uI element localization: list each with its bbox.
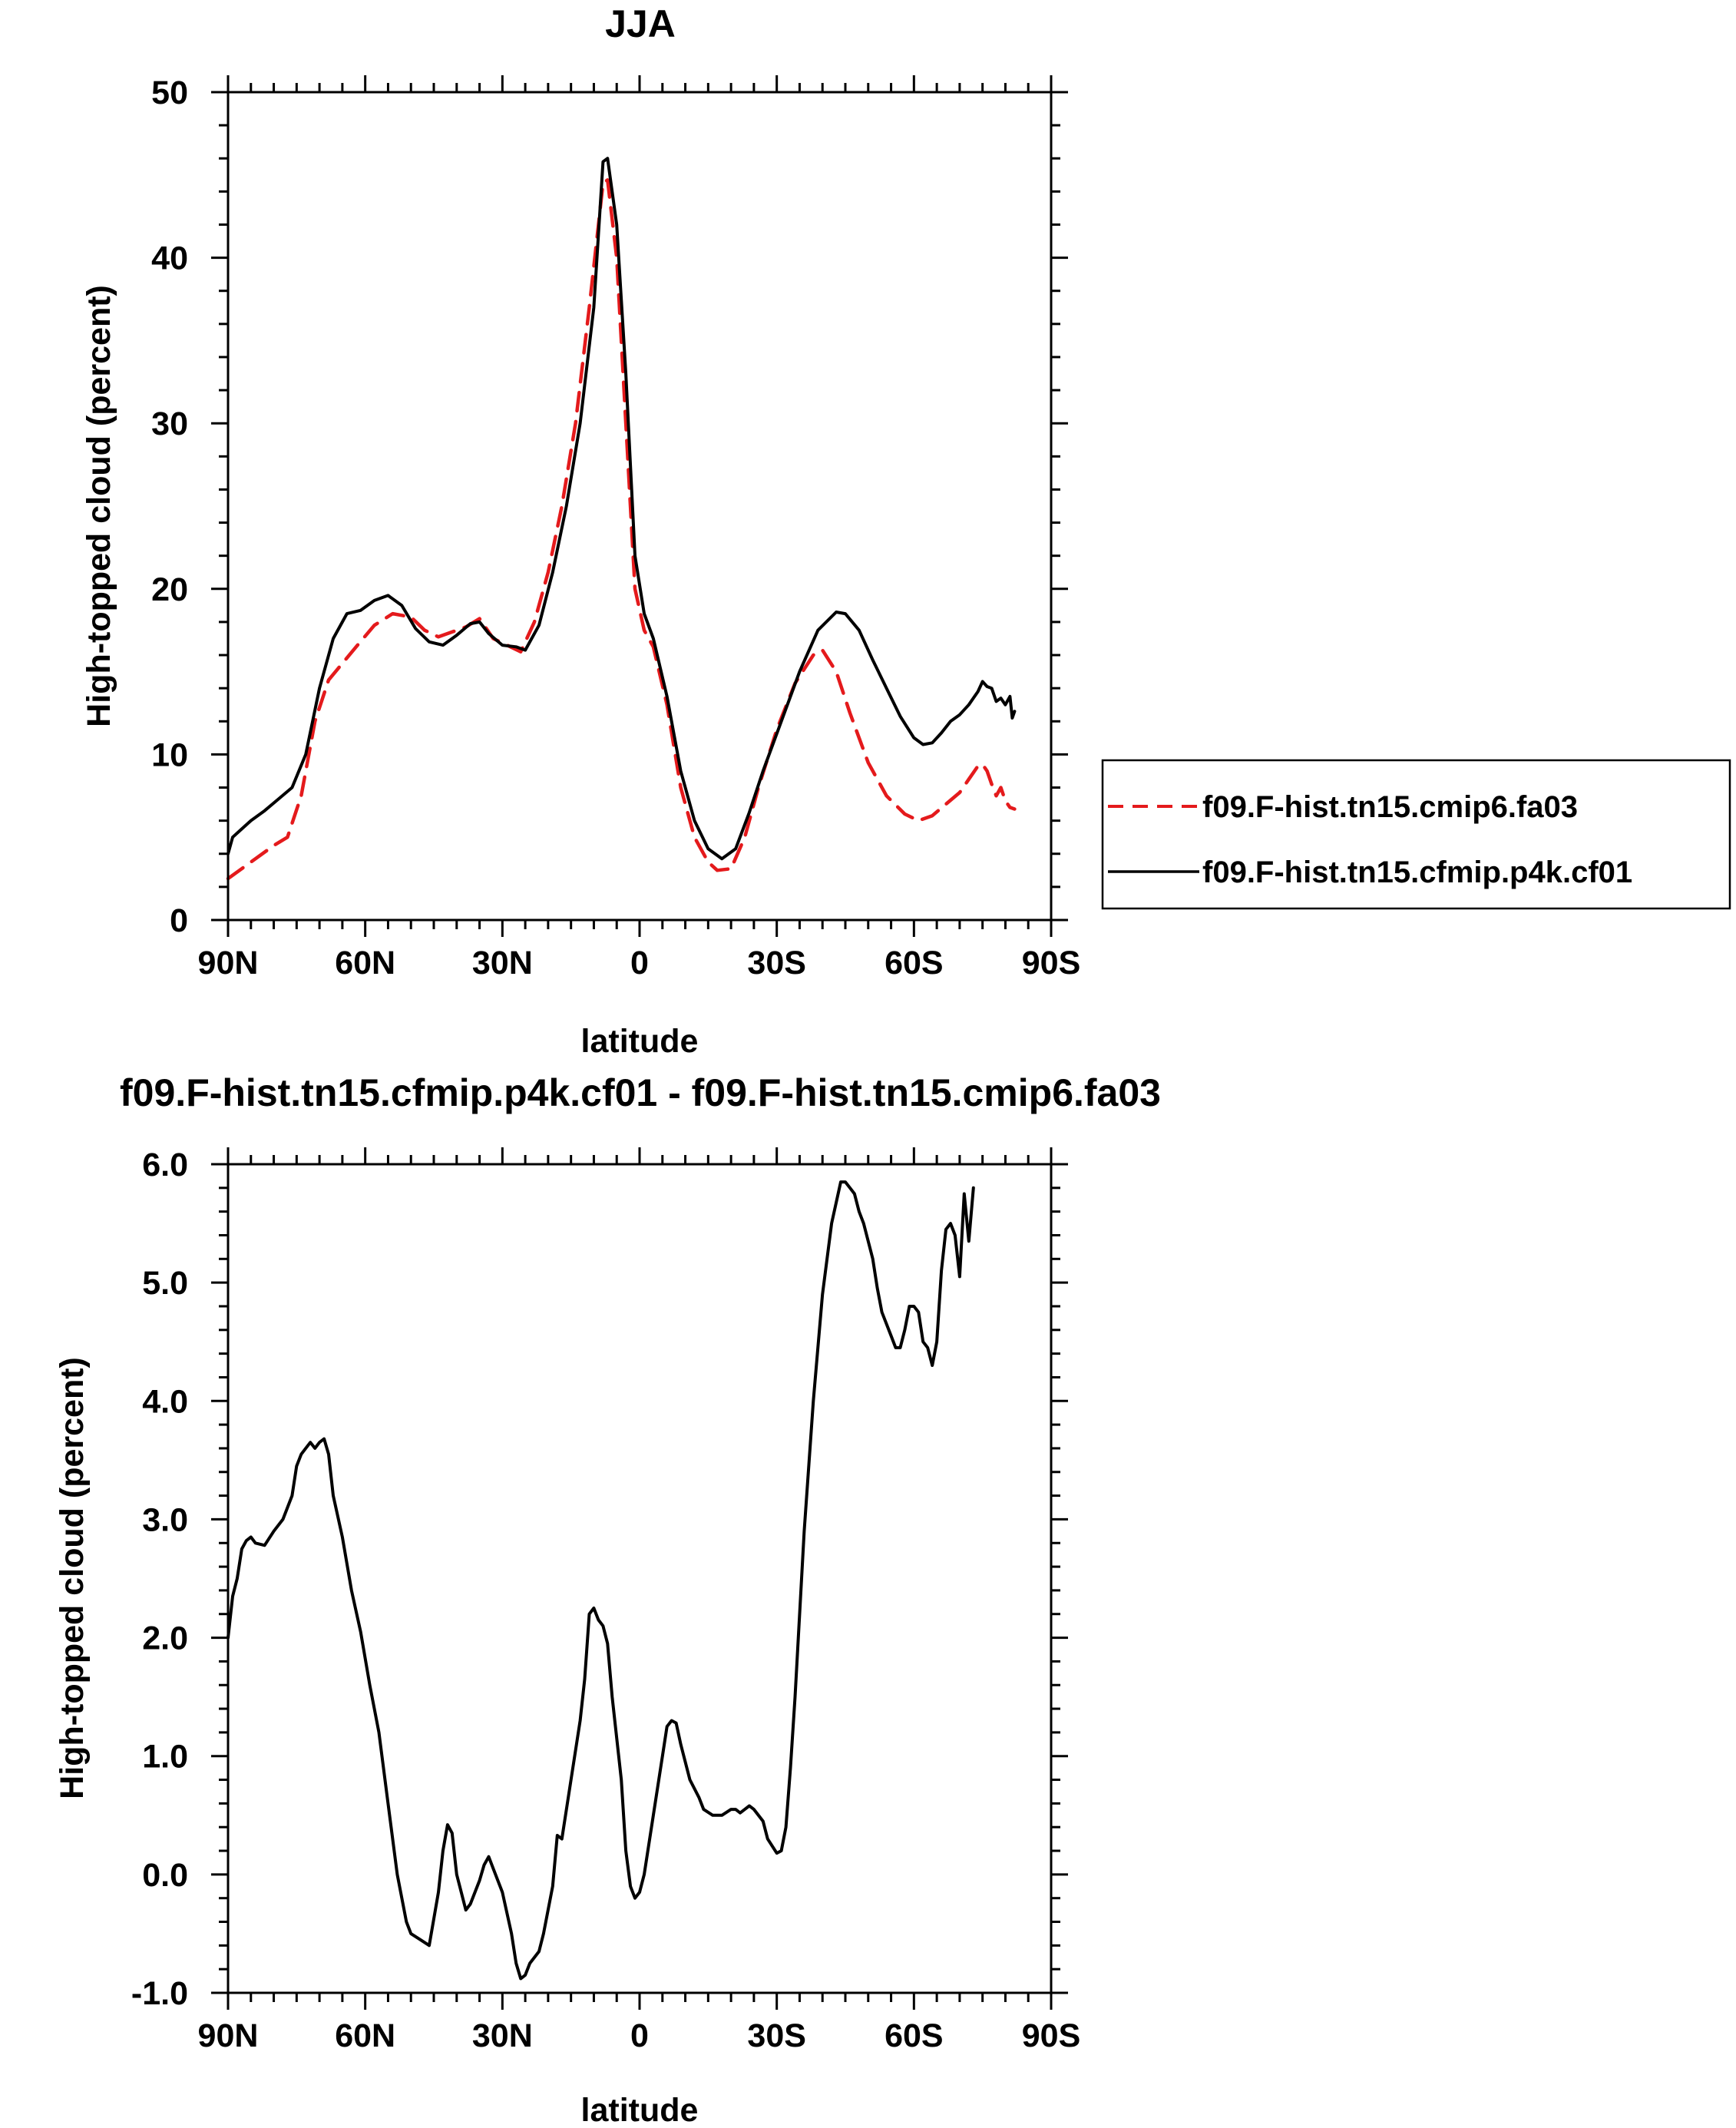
y-tick-label: 3.0 [142, 1501, 188, 1538]
y-tick-label: 10 [151, 736, 188, 773]
x-tick-label: 0 [630, 945, 649, 981]
x-tick-label: 0 [630, 2017, 649, 2054]
chart-top-plot: 90N 60N 30N 0 30S 60S 90S 0 10 20 30 40 50 [151, 74, 1080, 981]
y-tick-label: 0 [170, 902, 188, 939]
chart-bottom-xlabel: latitude [581, 2092, 699, 2128]
chart-bottom-ylabel: High-topped cloud (percent) [54, 1357, 91, 1799]
x-tick-label: 60S [885, 945, 944, 981]
chart-bottom: f09.F-hist.tn15.cfmip.p4k.cf01 - f09.F-h… [54, 1071, 1161, 2128]
legend-label-cmip6: f09.F-hist.tn15.cmip6.fa03 [1202, 790, 1578, 824]
y-tick-label: 50 [151, 74, 188, 111]
x-tick-label: 60N [335, 945, 395, 981]
x-tick-label: 90N [198, 945, 259, 981]
x-tick-label: 90S [1022, 2017, 1081, 2054]
x-tick-label: 60S [885, 2017, 944, 2054]
chart-top-series-line-0 [226, 178, 1017, 881]
y-tick-label: 4.0 [142, 1383, 188, 1420]
x-tick-label: 90N [198, 2017, 259, 2054]
x-tick-label: 30N [472, 945, 533, 981]
y-tick-label: 6.0 [142, 1147, 188, 1183]
x-tick-label: 60N [335, 2017, 395, 2054]
y-tick-label: 1.0 [142, 1739, 188, 1776]
chart-top-xlabel: latitude [581, 1023, 699, 1060]
y-tick-label: 40 [151, 240, 188, 277]
y-tick-label: 20 [151, 571, 188, 608]
chart-bottom-title: f09.F-hist.tn15.cfmip.p4k.cf01 - f09.F-h… [120, 1071, 1161, 1114]
chart-top-title: JJA [605, 2, 676, 45]
chart-bottom-plot: 90N 60N 30N 0 30S 60S 90S -1.0 0.0 1.0 2.0 3.0 4.0 5.… [131, 1147, 1080, 2054]
chart-top-ticks: 90N 60N 30N 0 30S 60S 90S 0 10 20 30 40 50 [151, 74, 1080, 981]
y-tick-label: 0.0 [142, 1857, 188, 1894]
legend-box [1101, 759, 1731, 910]
y-tick-label: 30 [151, 405, 188, 442]
legend-label-cfmip: f09.F-hist.tn15.cfmip.p4k.cf01 [1202, 856, 1632, 889]
chart-bottom-ticks: 90N 60N 30N 0 30S 60S 90S -1.0 0.0 1.0 2.0 3.0 4.0 5.… [131, 1147, 1080, 2054]
chart-bottom-series-layer [227, 1180, 975, 1981]
chart-top-series-line-1 [227, 157, 1017, 861]
chart-top-series-layer [226, 157, 1017, 881]
chart-top: JJA 90N 60N 30N 0 30S 60S 90S 0 10 20 30 40 50 latit… [81, 2, 1731, 1060]
x-tick-label: 30S [747, 945, 806, 981]
y-tick-label: 2.0 [142, 1620, 188, 1657]
chart-bottom-series-line-0 [227, 1180, 975, 1981]
y-tick-label: 5.0 [142, 1265, 188, 1302]
chart-top-legend: f09.F-hist.tn15.cmip6.fa03 f09.F-hist.tn… [1101, 759, 1731, 910]
y-tick-label: -1.0 [131, 1975, 188, 2012]
x-tick-label: 30N [472, 2017, 533, 2054]
x-tick-label: 30S [747, 2017, 806, 2054]
x-tick-label: 90S [1022, 945, 1081, 981]
chart-top-ylabel: High-topped cloud (percent) [81, 285, 117, 727]
